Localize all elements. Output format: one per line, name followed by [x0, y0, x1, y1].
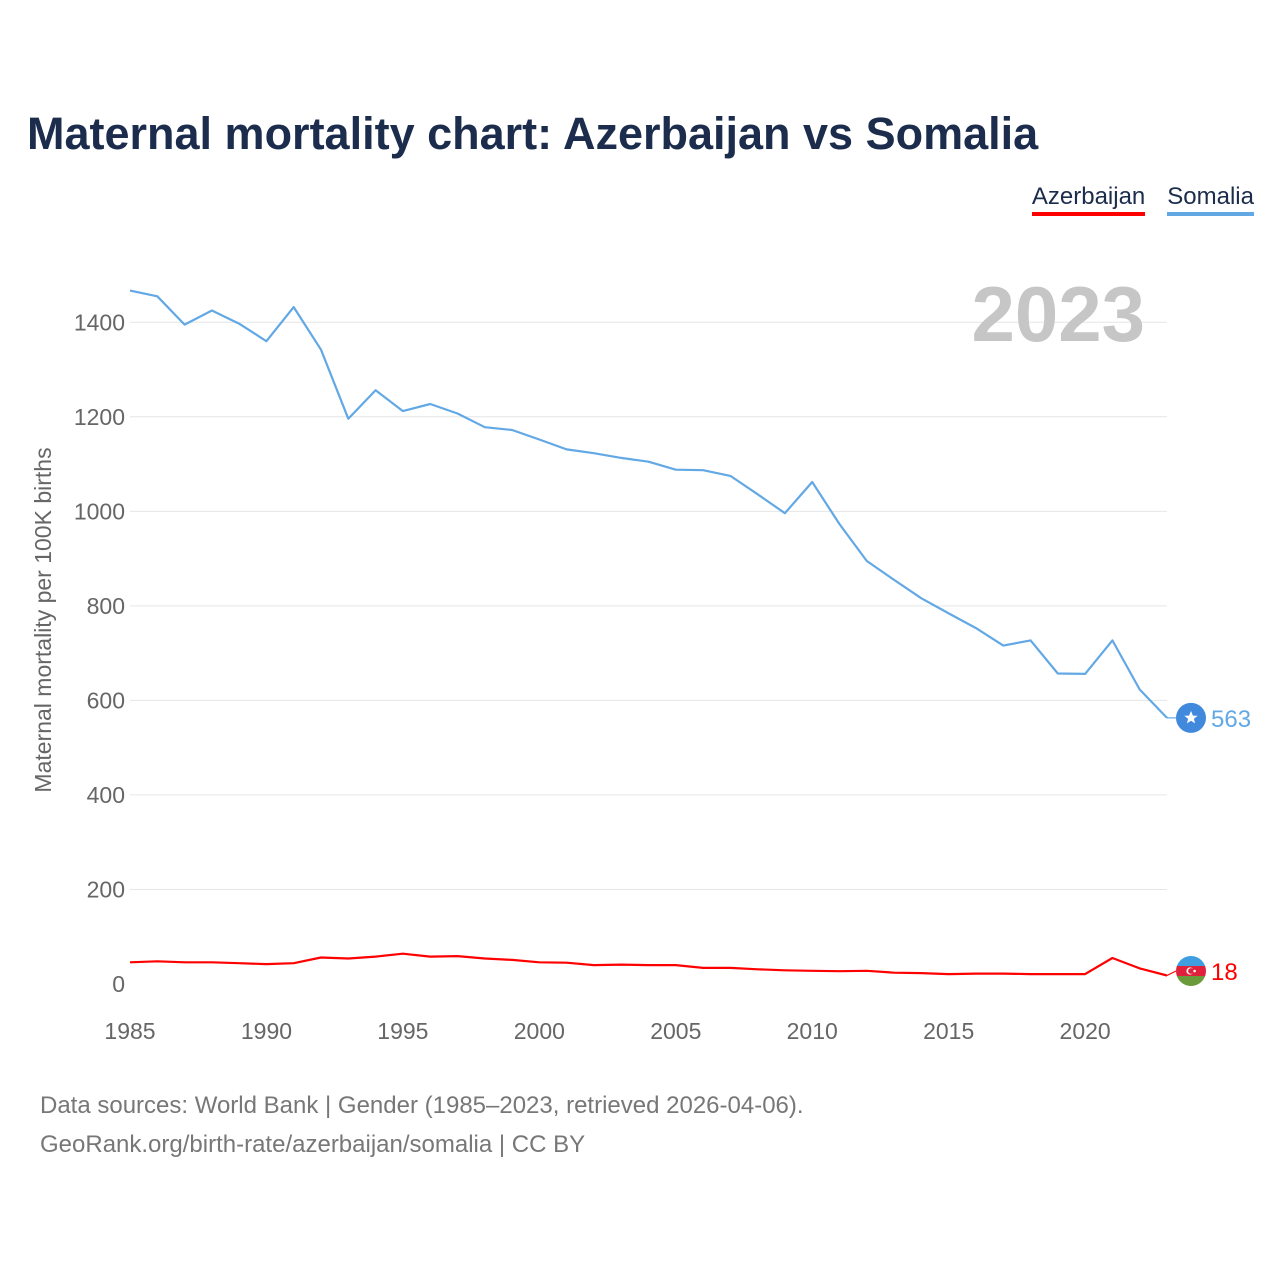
legend: Azerbaijan Somalia	[1031, 183, 1254, 216]
x-axis-ticks: 1985 1990 1995 2000 2005 2010 2015 2020	[104, 1018, 1110, 1044]
series-lines	[129, 289, 1168, 977]
x-tick-label: 2010	[787, 1018, 838, 1044]
legend-item-somalia[interactable]: Somalia	[1167, 183, 1254, 216]
x-tick-label: 1990	[241, 1018, 292, 1044]
somalia-line	[129, 289, 1168, 719]
azerbaijan-end-value: 18	[1211, 959, 1238, 986]
year-watermark: 2023	[971, 270, 1145, 358]
x-tick-label: 2000	[514, 1018, 565, 1044]
x-tick-label: 1995	[377, 1018, 428, 1044]
series-end-markers: 563 18	[1166, 702, 1251, 986]
y-tick-label: 800	[87, 593, 125, 619]
chart-title: Maternal mortality chart: Azerbaijan vs …	[27, 108, 1039, 159]
gridlines	[130, 321, 1167, 890]
y-tick-label: 1400	[74, 309, 125, 335]
y-tick-label: 200	[87, 876, 125, 902]
x-tick-label: 2020	[1060, 1018, 1111, 1044]
legend-item-azerbaijan[interactable]: Azerbaijan	[1031, 183, 1146, 216]
x-tick-label: 2015	[923, 1018, 974, 1044]
y-tick-label: 600	[87, 687, 125, 713]
footer-sources: Data sources: World Bank | Gender (1985–…	[40, 1092, 804, 1119]
somalia-flag-icon	[1176, 702, 1206, 733]
y-tick-label: 400	[87, 782, 125, 808]
y-tick-label: 0	[112, 971, 125, 997]
somalia-end-value: 563	[1211, 706, 1251, 733]
azerbaijan-flag-icon	[1176, 956, 1206, 986]
azerbaijan-line	[129, 952, 1168, 977]
footer-credit[interactable]: GeoRank.org/birth-rate/azerbaijan/somali…	[40, 1131, 586, 1158]
x-tick-label: 1985	[104, 1018, 155, 1044]
azerbaijan-end-connector	[1166, 970, 1177, 977]
y-axis-label: Maternal mortality per 100K births	[30, 447, 56, 792]
y-axis-ticks: 0 200 400 600 800 1000 1200 1400	[74, 309, 125, 997]
footer: Data sources: World Bank | Gender (1985–…	[40, 1086, 804, 1164]
x-tick-label: 2005	[650, 1018, 701, 1044]
y-tick-label: 1200	[74, 404, 125, 430]
y-tick-label: 1000	[74, 498, 125, 524]
